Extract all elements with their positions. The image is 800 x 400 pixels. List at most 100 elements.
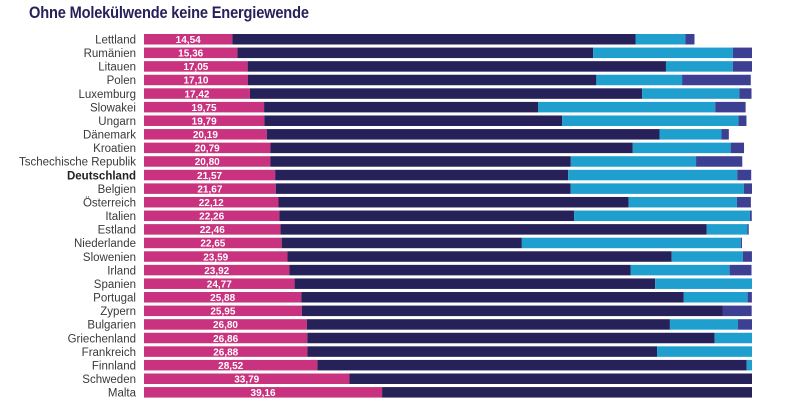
- category-label: Litauen: [98, 62, 136, 74]
- bar-segment-4: [736, 196, 751, 208]
- value-label: 22,12: [199, 198, 224, 209]
- bar-segment-4: [742, 251, 752, 262]
- bar-segment-4: [685, 34, 695, 45]
- bar-segment-1: [144, 88, 250, 99]
- bar-segment-2: [301, 292, 684, 303]
- category-label: Portugal: [93, 293, 136, 305]
- category-label: Italien: [105, 211, 136, 223]
- bar-segment-3: [570, 156, 697, 167]
- bar-segment-1: [144, 319, 307, 330]
- value-label: 26,80: [213, 320, 238, 331]
- bar-segment-2: [278, 196, 629, 208]
- category-label: Frankreich: [82, 347, 136, 359]
- bar-segment-3: [562, 115, 739, 126]
- bar-row-luxemburg: Luxemburg 17,42: [78, 88, 752, 101]
- bar-row-litauen: Litauen 17,05: [98, 61, 752, 74]
- value-label: 22,46: [200, 225, 225, 236]
- value-label: 21,67: [197, 184, 222, 195]
- bar-row-kroatien: Kroatien 20,79: [93, 142, 745, 155]
- category-label: Spanien: [94, 279, 136, 291]
- value-label: 33,79: [234, 375, 259, 386]
- bar-segment-4: [738, 115, 747, 126]
- bar-row-bulgarien: Bulgarien 26,80: [87, 319, 752, 332]
- bar-segment-1: [144, 387, 383, 398]
- value-label: 19,75: [192, 103, 217, 114]
- bar-segment-4: [722, 305, 752, 317]
- bar-segment-1: [144, 61, 248, 72]
- category-label: Dänemark: [83, 130, 136, 142]
- bar-segment-3: [632, 142, 731, 154]
- bar-row-malta: Malta 39,16: [108, 387, 752, 400]
- category-label: Belgien: [98, 184, 136, 196]
- value-label: 20,19: [193, 130, 218, 141]
- bar-segment-1: [144, 47, 238, 59]
- value-label: 28,52: [218, 361, 243, 372]
- bar-segment-4: [737, 169, 752, 181]
- bar-row-polen: Polen 17,10: [107, 74, 751, 87]
- bar-row-zypern: Zypern 25,95: [100, 305, 752, 318]
- bar-segment-4: [732, 61, 752, 72]
- bar-segment-1: [144, 305, 302, 317]
- bar-segment-1: [144, 101, 265, 113]
- category-label: Finnland: [92, 360, 136, 372]
- bar-segment-1: [144, 129, 267, 140]
- bar-segment-2: [249, 88, 643, 99]
- bar-segment-1: [144, 264, 290, 276]
- value-label: 14,54: [176, 35, 201, 46]
- bar-segment-4: [721, 129, 729, 140]
- category-label: Estland: [98, 225, 136, 237]
- bar-segment-2: [275, 169, 569, 181]
- category-label: Malta: [108, 388, 137, 400]
- bar-segment-2: [317, 359, 747, 371]
- bar-row-estland: Estland 22,46: [98, 224, 749, 237]
- bar-segment-2: [307, 346, 658, 357]
- bar-row-spanien: Spanien 24,77: [94, 278, 752, 291]
- chart-title: Ohne Molekülwende keine Energiewende: [29, 3, 309, 22]
- category-label: Deutschland: [67, 170, 136, 182]
- category-label: Niederlande: [74, 238, 136, 250]
- value-label: 39,16: [251, 388, 276, 399]
- value-label: 23,59: [203, 252, 228, 263]
- bar-segment-2: [280, 224, 707, 235]
- bar-segment-2: [247, 61, 666, 72]
- bar-segment-3: [642, 88, 740, 99]
- bar-segment-2: [270, 156, 571, 167]
- bar-row-slowakei: Slowakei 19,75: [90, 101, 746, 114]
- bar-segment-1: [144, 278, 295, 289]
- bar-segment-2: [306, 319, 670, 330]
- category-label: Österreich: [83, 197, 136, 209]
- bar-segment-1: [144, 237, 282, 249]
- bar-segment-3: [669, 319, 739, 330]
- bar-row-finnland: Finnland 28,52: [92, 359, 752, 372]
- value-label: 17,10: [183, 76, 208, 87]
- value-label: 20,80: [195, 157, 220, 168]
- bar-segment-4: [749, 210, 752, 222]
- value-label: 26,88: [213, 347, 238, 358]
- bar-segment-2: [264, 101, 539, 113]
- bar-segment-4: [730, 142, 745, 154]
- bar-row-italien: Italien 22,26: [105, 210, 752, 223]
- bar-segment-3: [568, 169, 738, 181]
- value-label: 25,88: [210, 293, 235, 304]
- bar-segment-3: [521, 237, 741, 249]
- bar-segment-3: [635, 34, 686, 45]
- bar-segment-3: [570, 183, 744, 194]
- bar-segment-2: [279, 210, 575, 222]
- bar-segment-2: [382, 387, 752, 398]
- bar-segment-2: [307, 332, 715, 344]
- bar-segment-3: [659, 129, 722, 140]
- bar-segment-2: [294, 278, 656, 289]
- value-label: 22,26: [199, 212, 224, 223]
- bar-segment-3: [655, 278, 752, 289]
- bar-row-niederlande: Niederlande 22,65: [74, 237, 742, 250]
- bar-segment-1: [144, 373, 350, 384]
- bar-segment-4: [682, 74, 751, 86]
- bar-segment-1: [144, 169, 276, 181]
- bar-segment-1: [144, 346, 308, 357]
- value-label: 15,36: [178, 49, 203, 60]
- bar-row-griechenland: Griechenland 26,86: [68, 332, 752, 345]
- value-label: 25,95: [210, 307, 235, 318]
- bar-row-ungarn: Ungarn 19,79: [98, 115, 747, 128]
- bar-segment-3: [714, 332, 752, 344]
- category-label: Griechenland: [68, 333, 136, 345]
